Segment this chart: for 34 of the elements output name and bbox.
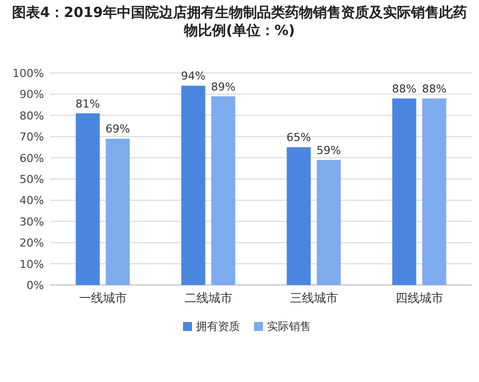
legend-label: 拥有资质 (196, 320, 240, 333)
y-tick-label: 40% (20, 194, 44, 208)
y-tick-label: 0% (26, 279, 44, 292)
y-tick-label: 90% (20, 88, 44, 102)
y-tick-label: 10% (20, 258, 44, 271)
bar (316, 160, 341, 285)
bar (422, 98, 446, 285)
data-label: 89% (211, 80, 236, 94)
data-label: 94% (181, 70, 206, 83)
bar (286, 147, 311, 285)
x-tick-label: 一线城市 (78, 291, 127, 305)
y-tick-label: 60% (20, 152, 44, 165)
x-tick-label: 四线城市 (395, 291, 444, 305)
bar (76, 113, 100, 285)
data-label: 65% (286, 131, 311, 144)
legend-label: 实际销售 (267, 320, 311, 333)
x-tick-label: 三线城市 (290, 291, 338, 305)
y-tick-label: 80% (20, 109, 44, 122)
data-label: 81% (76, 97, 100, 110)
y-tick-label: 50% (20, 173, 44, 186)
data-label: 59% (316, 144, 341, 157)
y-tick-label: 70% (20, 130, 44, 144)
data-label: 69% (106, 122, 130, 136)
bar (211, 96, 236, 285)
chart-title: 图表4：2019年中国院边店拥有生物制品类药物销售资质及实际销售此药物比例(单位：%) (11, 4, 468, 40)
data-label: 88% (392, 82, 416, 96)
bar (181, 86, 206, 285)
y-tick-label: 20% (20, 236, 44, 250)
bar (106, 138, 130, 285)
bar (392, 98, 416, 285)
y-tick-label: 100% (12, 67, 44, 80)
x-tick-label: 二线城市 (184, 291, 232, 305)
data-label: 88% (422, 82, 446, 96)
y-tick-label: 30% (20, 215, 44, 228)
